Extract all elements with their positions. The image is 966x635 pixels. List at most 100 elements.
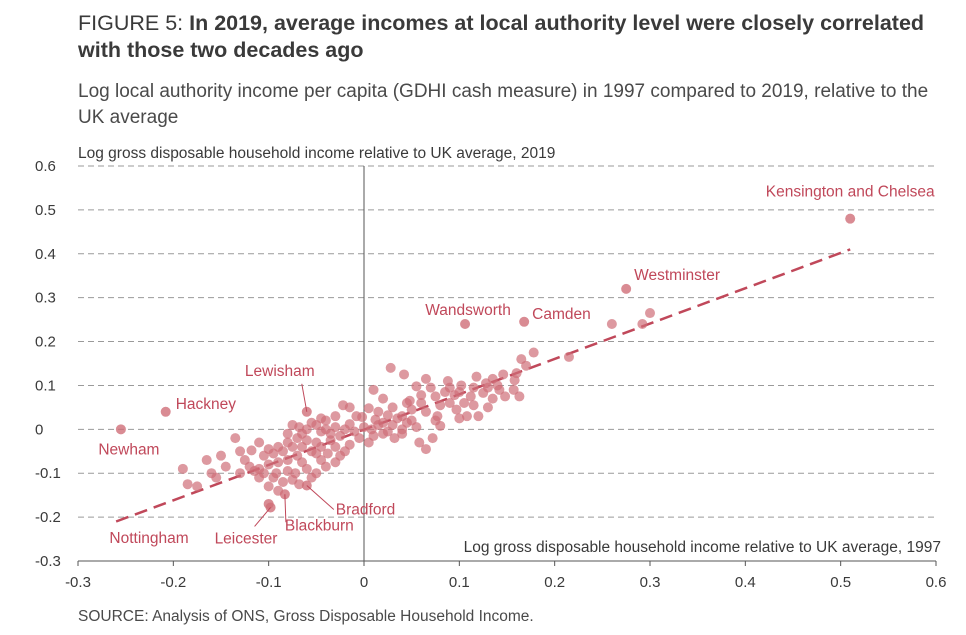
data-point: [427, 433, 438, 444]
data-point: [344, 402, 355, 413]
data-point: [349, 426, 360, 437]
point-label: Wandsworth: [425, 302, 511, 319]
data-point: [404, 395, 415, 406]
data-point: [292, 433, 303, 444]
data-point: [277, 477, 288, 487]
point-label: Blackburn: [285, 517, 354, 534]
data-point: [645, 308, 655, 319]
x-tick-label: -0.2: [160, 574, 186, 591]
data-point: [192, 481, 203, 492]
data-point: [420, 444, 431, 455]
data-point: [498, 369, 509, 380]
x-tick-label: 0.6: [926, 574, 947, 591]
y-tick-label: -0.3: [35, 553, 61, 570]
data-point: [282, 437, 293, 448]
data-point: [487, 393, 498, 404]
data-point: [459, 398, 470, 408]
data-point: [387, 402, 398, 413]
data-point: [411, 381, 422, 392]
y-tick-label: -0.2: [35, 509, 61, 526]
data-point: [216, 450, 226, 461]
data-point: [465, 391, 476, 402]
labelled-data-point: [263, 498, 274, 509]
data-point: [411, 422, 422, 433]
data-point: [220, 461, 231, 472]
data-point: [508, 384, 519, 395]
data-point: [389, 433, 400, 444]
data-point: [385, 362, 396, 373]
data-point: [235, 468, 246, 479]
data-point: [521, 360, 532, 371]
labelled-data-point: [845, 213, 856, 224]
data-point: [359, 422, 369, 433]
data-point: [311, 448, 322, 459]
data-point: [344, 419, 355, 430]
data-point: [363, 437, 374, 448]
data-point: [378, 393, 389, 404]
data-point: [471, 371, 482, 382]
data-point: [325, 435, 336, 446]
data-point: [637, 319, 648, 329]
data-point: [454, 387, 465, 398]
x-tick-label: 0.5: [830, 574, 851, 591]
label-leader-line: [284, 494, 287, 523]
data-point: [435, 400, 446, 411]
data-point: [330, 411, 341, 422]
x-tick-label: 0: [360, 574, 368, 591]
data-point: [606, 319, 617, 329]
x-axis-title: Log gross disposable household income re…: [464, 539, 941, 556]
data-point: [177, 463, 188, 474]
y-tick-label: 0.6: [35, 158, 56, 175]
data-point: [282, 428, 293, 439]
data-point: [528, 347, 539, 358]
point-label: Newham: [98, 441, 159, 458]
data-point: [273, 457, 284, 468]
data-point: [444, 382, 455, 393]
x-tick-label: 0.4: [735, 574, 756, 591]
point-label: Kensington and Chelsea: [766, 184, 935, 201]
data-point: [368, 384, 379, 395]
data-point: [563, 351, 574, 362]
data-point: [258, 450, 269, 461]
data-point: [297, 441, 308, 452]
y-tick-label: 0: [35, 421, 43, 438]
x-tick-label: 0.2: [544, 574, 565, 591]
point-label: Bradford: [336, 502, 395, 519]
point-label: Lewisham: [245, 363, 315, 380]
point-label: Hackney: [176, 396, 237, 413]
data-point: [335, 430, 346, 441]
data-point: [294, 479, 305, 490]
data-point: [335, 450, 346, 461]
data-point: [392, 413, 403, 424]
data-point: [316, 413, 327, 424]
data-point: [416, 398, 427, 408]
x-tick-label: 0.1: [449, 574, 470, 591]
data-point: [235, 446, 246, 457]
data-point: [344, 439, 355, 450]
y-tick-label: 0.2: [35, 334, 56, 351]
data-point: [399, 369, 410, 380]
data-point: [311, 468, 322, 479]
data-point: [351, 411, 362, 422]
chart-title-lead: FIGURE 5:: [78, 11, 190, 35]
data-point: [473, 411, 484, 422]
data-point: [397, 428, 408, 439]
data-point: [478, 387, 489, 398]
y-tick-label: 0.5: [35, 202, 56, 219]
labelled-data-point: [160, 406, 171, 417]
y-tick-label: 0.1: [35, 377, 56, 394]
data-point: [230, 433, 241, 444]
point-label: Camden: [532, 306, 591, 323]
labelled-data-point: [621, 283, 632, 294]
data-point: [425, 382, 436, 393]
data-point: [430, 391, 441, 402]
data-point: [461, 411, 472, 422]
data-point: [287, 419, 298, 430]
data-point: [263, 481, 274, 492]
y-axis-title: Log gross disposable household income re…: [78, 145, 555, 162]
data-point: [401, 417, 412, 428]
data-point: [468, 382, 479, 393]
data-point: [322, 448, 333, 459]
data-point: [414, 437, 425, 448]
data-point: [509, 375, 520, 386]
